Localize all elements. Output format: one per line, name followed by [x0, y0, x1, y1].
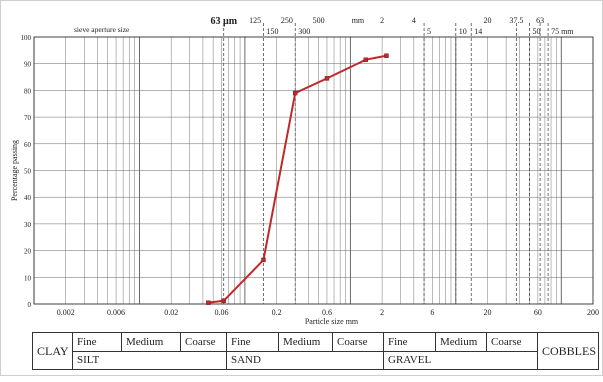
x-tick-label: 20 — [484, 308, 492, 317]
silt-fine-label: Fine — [72, 332, 122, 352]
x-tick-label: 200 — [587, 308, 599, 317]
x-tick-label: 0.006 — [107, 308, 125, 317]
data-point — [384, 53, 389, 58]
x-tick-label: 0.02 — [164, 308, 178, 317]
y-tick-label: 30 — [24, 221, 32, 229]
sieve-label-top: 63 — [536, 16, 544, 25]
y-tick-label: 40 — [24, 194, 32, 202]
soil-classification-table: CLAY Fine Medium Coarse Fine Medium Coar… — [32, 332, 599, 370]
sieve-label-bottom: 14 — [474, 27, 482, 36]
x-tick-label: 6 — [430, 308, 434, 317]
data-point — [324, 76, 330, 81]
sieve-label-bottom: 50 — [533, 27, 541, 36]
silt-label: SILT — [72, 350, 227, 370]
y-tick-label: 20 — [24, 248, 32, 256]
sieve-label-top: 4 — [412, 16, 416, 25]
gravel-medium-label: Medium — [435, 332, 487, 352]
y-tick-label: 80 — [24, 87, 32, 95]
sieve-label-bottom: 300 — [298, 27, 310, 36]
y-axis-label: Percentage passing — [10, 140, 19, 201]
silt-coarse-label: Coarse — [180, 332, 227, 352]
sieve-label-bottom: 150 — [266, 27, 278, 36]
sieve-label-top: 2 — [380, 16, 384, 25]
data-point — [206, 300, 211, 305]
y-tick-label: 50 — [24, 168, 32, 176]
x-tick-label: 60 — [534, 308, 542, 317]
y-tick-label: 0 — [28, 301, 32, 309]
clay-label: CLAY — [32, 332, 73, 370]
sieve-label-top: 125 — [249, 16, 261, 25]
sieve-label-top: 250 — [281, 16, 293, 25]
sieve-label-bottom: 5 — [427, 27, 431, 36]
sand-label: SAND — [226, 350, 384, 370]
data-point — [261, 257, 266, 263]
sieve-label-top: 37.5 — [509, 16, 523, 25]
x-axis-label: Particle size mm — [305, 317, 359, 326]
gravel-label: GRAVEL — [383, 350, 538, 370]
gravel-coarse-label: Coarse — [486, 332, 538, 352]
silt-medium-label: Medium — [121, 332, 181, 352]
sieve-caption: sieve aperture size — [74, 25, 130, 34]
sieve-label-top: 500 — [313, 16, 325, 25]
sieve-label-top: 20 — [484, 16, 492, 25]
plot-frame — [33, 36, 594, 305]
x-tick-label: 0.6 — [322, 308, 332, 317]
sieve-label-top: 63 µm — [210, 16, 237, 27]
sieve-label-top: mm — [352, 16, 365, 25]
x-tick-label: 2 — [380, 308, 384, 317]
y-tick-label: 60 — [24, 141, 32, 149]
cobbles-label: COBBLES — [537, 332, 599, 370]
x-tick-label: 0.2 — [272, 308, 282, 317]
x-tick-label: 0.002 — [57, 308, 75, 317]
y-tick-label: 70 — [24, 114, 32, 122]
sieve-label-bottom: 10 — [459, 27, 467, 36]
sand-coarse-label: Coarse — [332, 332, 384, 352]
gravel-fine-label: Fine — [383, 332, 436, 352]
data-point — [293, 90, 298, 96]
data-point — [363, 57, 368, 62]
sand-medium-label: Medium — [278, 332, 333, 352]
sieve-label-bottom: 75 mm — [551, 27, 574, 36]
x-tick-label: 0.06 — [215, 308, 229, 317]
data-point — [221, 298, 226, 303]
y-tick-label: 10 — [24, 274, 32, 282]
y-tick-label: 90 — [24, 61, 32, 69]
y-tick-label: 100 — [21, 34, 32, 42]
sand-fine-label: Fine — [226, 332, 279, 352]
